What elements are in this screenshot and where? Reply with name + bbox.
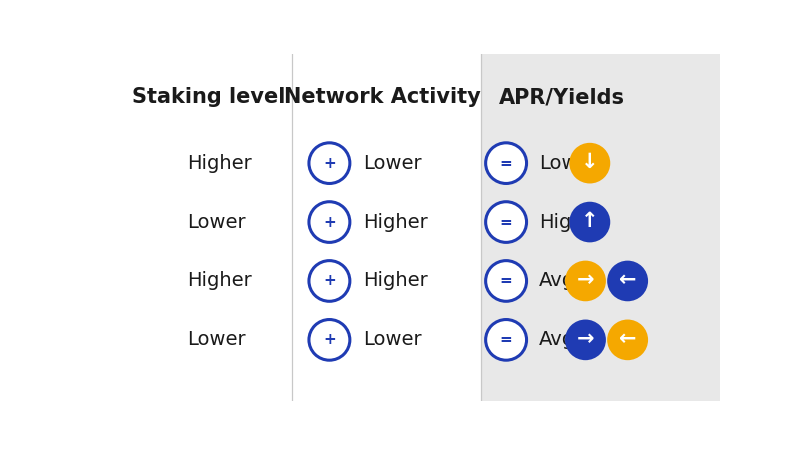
Ellipse shape bbox=[570, 143, 610, 184]
Text: =: = bbox=[500, 274, 513, 288]
Text: ←: ← bbox=[619, 329, 636, 349]
Ellipse shape bbox=[486, 202, 526, 243]
Text: Staking level: Staking level bbox=[132, 87, 285, 107]
Ellipse shape bbox=[565, 261, 606, 302]
Ellipse shape bbox=[607, 320, 648, 360]
Text: =: = bbox=[500, 333, 513, 347]
Text: ↓: ↓ bbox=[581, 152, 598, 172]
Text: +: + bbox=[323, 333, 336, 347]
Text: Higher: Higher bbox=[187, 271, 251, 290]
Ellipse shape bbox=[309, 320, 350, 360]
Text: ↑: ↑ bbox=[581, 211, 598, 231]
Text: =: = bbox=[500, 156, 513, 171]
Text: ←: ← bbox=[619, 270, 636, 290]
Text: Higher: Higher bbox=[363, 212, 428, 232]
Ellipse shape bbox=[570, 202, 610, 243]
Text: Lower: Lower bbox=[363, 330, 422, 349]
Ellipse shape bbox=[486, 261, 526, 302]
Text: Network Activity: Network Activity bbox=[284, 87, 481, 107]
Bar bbox=[482, 54, 720, 400]
Text: +: + bbox=[323, 215, 336, 230]
Text: Avg: Avg bbox=[539, 271, 575, 290]
Ellipse shape bbox=[486, 320, 526, 360]
Text: Lower: Lower bbox=[187, 330, 246, 349]
Text: +: + bbox=[323, 274, 336, 288]
Ellipse shape bbox=[309, 143, 350, 184]
Ellipse shape bbox=[486, 143, 526, 184]
Text: APR/Yields: APR/Yields bbox=[499, 87, 625, 107]
Text: =: = bbox=[500, 215, 513, 230]
Ellipse shape bbox=[309, 261, 350, 302]
Text: →: → bbox=[577, 270, 594, 290]
Text: +: + bbox=[323, 156, 336, 171]
Text: Lower: Lower bbox=[363, 153, 422, 173]
Text: Avg: Avg bbox=[539, 330, 575, 349]
Text: Lower: Lower bbox=[187, 212, 246, 232]
Text: High: High bbox=[539, 212, 583, 232]
Ellipse shape bbox=[607, 261, 648, 302]
Ellipse shape bbox=[565, 320, 606, 360]
Text: Higher: Higher bbox=[187, 153, 251, 173]
Text: →: → bbox=[577, 329, 594, 349]
Text: Low: Low bbox=[539, 153, 578, 173]
Text: Higher: Higher bbox=[363, 271, 428, 290]
Ellipse shape bbox=[309, 202, 350, 243]
